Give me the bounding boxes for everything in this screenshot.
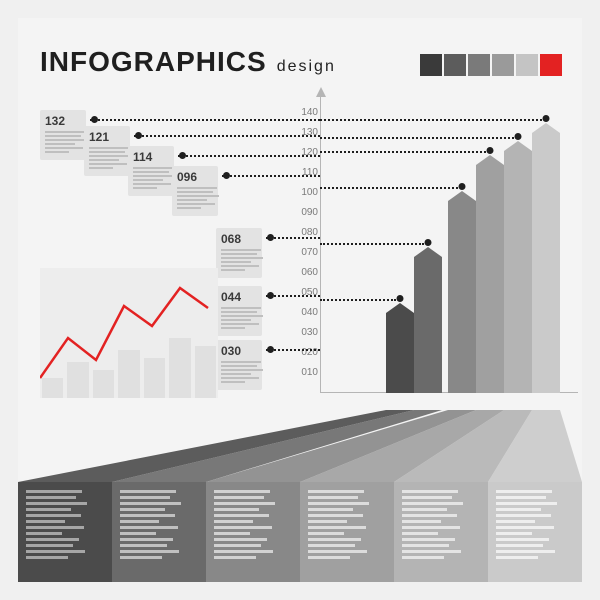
knob-icon [459,183,466,190]
callout-value: 114 [133,150,169,164]
placeholder-text [133,167,169,189]
leader-line [266,237,320,239]
bottom-cell [18,482,112,582]
header: INFOGRAPHICS design [40,46,336,78]
page-title: INFOGRAPHICS [40,46,267,78]
callout-value: 030 [221,344,257,358]
palette-swatches [418,54,562,76]
pillar [448,201,476,393]
bottom-cell [206,482,300,582]
y-tick-label: 010 [290,367,318,378]
callout-card: 030 [216,340,262,390]
y-tick-label: 060 [290,267,318,278]
callout-card: 132 [40,110,86,160]
bottom-row [18,482,582,582]
leader-line [320,243,424,245]
y-tick-label: 140 [290,107,318,118]
swatch [468,54,490,76]
bottom-cell [488,482,582,582]
callout-card: 068 [216,228,262,278]
swatch [492,54,514,76]
leader-line [320,299,396,301]
page-subtitle: design [277,58,336,76]
trend-line [40,288,208,378]
placeholder-text [89,147,125,169]
leader-line [266,295,320,297]
callout-card: 114 [128,146,174,196]
leader-line [266,349,320,351]
leader-line [90,119,320,121]
callout-value: 121 [89,130,125,144]
placeholder-text [45,131,81,153]
swatch [516,54,538,76]
y-tick-label: 040 [290,307,318,318]
y-tick-label: 090 [290,207,318,218]
callout-value: 068 [221,232,257,246]
pillar [532,133,560,393]
leader-line [320,187,458,189]
placeholder-text [221,361,257,383]
bottom-cell [300,482,394,582]
y-tick-label: 070 [290,247,318,258]
pillar [476,165,504,393]
knob-icon [515,133,522,140]
leader-line [178,155,320,157]
y-tick-label: 100 [290,187,318,198]
callout-card: 096 [172,166,218,216]
pillar [414,257,442,393]
leader-line [320,151,486,153]
swatch [540,54,562,76]
placeholder-text [221,307,257,329]
placeholder-text [177,187,213,209]
pillar-chart: 1401301201101000900800700600500400300200… [278,93,578,393]
leader-line [320,137,514,139]
y-tick-label: 030 [290,327,318,338]
bottom-cell [394,482,488,582]
callout-card: 121 [84,126,130,176]
knob-icon [543,115,550,122]
knob-icon [425,239,432,246]
callout-card: 044 [216,286,262,336]
pillar [386,313,414,393]
callout-value: 132 [45,114,81,128]
swatch [444,54,466,76]
arrowhead-icon [316,87,326,97]
knob-icon [487,147,494,154]
bottom-cell [112,482,206,582]
placeholder-text [221,249,257,271]
pillar [504,151,532,393]
leader-line [320,119,542,121]
perspective-runway [18,410,582,482]
callout-value: 044 [221,290,257,304]
knob-icon [397,295,404,302]
canvas: INFOGRAPHICS design 14013012011010009008… [18,18,582,582]
leader-line [222,175,320,177]
mini-line-chart [40,268,218,398]
leader-line [134,135,320,137]
swatch [420,54,442,76]
callout-value: 096 [177,170,213,184]
